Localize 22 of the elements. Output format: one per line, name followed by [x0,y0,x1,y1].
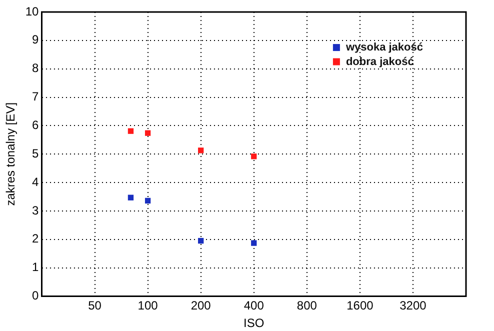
x-tick-label: 1600 [346,298,374,313]
y-tick-label: 3 [32,203,40,218]
y-tick-label: 4 [32,174,40,189]
x-tick-label: 400 [244,298,264,313]
x-tick-label: 800 [296,298,318,313]
y-tick-label: 6 [32,118,40,132]
x-tick-label: 100 [138,298,158,313]
x-tick-label: 50 [88,298,102,313]
y-tick-label: 5 [32,146,40,160]
y-tick-label: 7 [32,90,40,104]
y-axis-title: zakres tonalny [EV] [4,102,18,206]
y-tick-label: 9 [32,32,40,47]
y-tick-label: 8 [32,61,40,76]
y-tick-label: 1 [32,260,40,274]
y-tick-label: 0 [32,288,40,303]
x-tick-label: 200 [190,298,212,313]
y-tick-label: 2 [32,232,40,246]
legend-label: dobra jakość [346,56,414,68]
x-axis-title: ISO [244,316,264,330]
legend-label: wysoka jakość [344,42,424,54]
x-tick-label: 3200 [400,298,427,313]
y-tick-label: 10 [25,4,40,18]
